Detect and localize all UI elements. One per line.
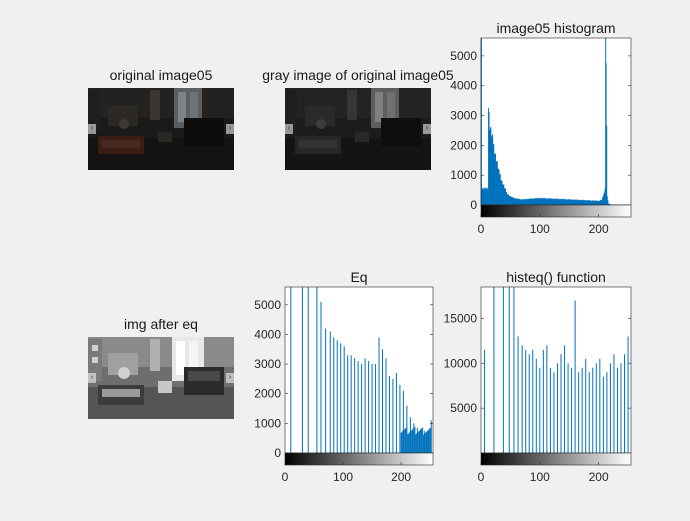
hist-xtick-label: 100 [530,222,550,236]
histeq-xtick-label: 100 [530,470,550,484]
hist-ytick-label: 1000 [450,168,477,182]
hist-ytick-label: 2000 [450,138,477,152]
eq-colorbar [285,453,433,465]
image-after-eq: ‹ › [88,337,234,419]
eq-ytick-label: 1000 [254,416,281,430]
title-eq: Eq [285,269,433,285]
eq-ytick-label: 0 [274,446,281,460]
eq-ytick-label: 3000 [254,357,281,371]
hist-xtick-label: 200 [589,222,609,236]
histeq-ytick-label: 15000 [444,311,478,325]
title-histogram: image05 histogram [481,20,631,36]
eq-svg: 0 1000 2000 3000 4000 5000 0 100 200 [240,287,443,487]
image-gray-prev-button[interactable]: ‹ [285,124,293,134]
eq-ytick-label: 4000 [254,327,281,341]
histeq-ytick-label: 10000 [444,356,478,370]
histeq-xtick-label: 200 [589,470,609,484]
image-original-prev-button[interactable]: ‹ [88,124,96,134]
hist-ytick-label: 5000 [450,49,477,63]
histeq-xtick-label: 0 [478,470,485,484]
eq-plot: 0 1000 2000 3000 4000 5000 0 100 200 [240,287,443,487]
histeq-ytick-label: 5000 [450,401,477,415]
image-original-next-button[interactable]: › [226,124,234,134]
hist-xtick-label: 0 [478,222,485,236]
image-original: ‹ › [88,88,234,170]
histogram-plot: 0 1000 2000 3000 4000 5000 0 100 200 [430,38,641,239]
title-after-eq: img after eq [88,316,234,332]
eq-ytick-label: 2000 [254,387,281,401]
hist-ytick-label: 4000 [450,79,477,93]
hist-ytick-label: 3000 [450,109,477,123]
histeq-svg: 5000 10000 15000 0 100 200 [430,287,641,487]
title-histeq: histeq() function [481,269,631,285]
eq-xtick-label: 100 [333,470,353,484]
histeq-plot: 5000 10000 15000 0 100 200 [430,287,641,487]
title-original: original image05 [88,67,234,83]
hist-ytick-label: 0 [470,198,477,212]
eq-xtick-label: 200 [391,470,411,484]
hist-bar [606,126,607,205]
hist-plot-area [481,38,631,205]
eq-ytick-label: 5000 [254,298,281,312]
histeq-colorbar [481,453,631,465]
hist-colorbar [481,205,631,217]
hist-svg: 0 1000 2000 3000 4000 5000 0 100 200 [430,38,641,239]
image-after-eq-prev-button[interactable]: ‹ [88,373,96,383]
image-gray: ‹ › [285,88,431,170]
eq-xtick-label: 0 [282,470,289,484]
image-after-eq-next-button[interactable]: › [226,373,234,383]
